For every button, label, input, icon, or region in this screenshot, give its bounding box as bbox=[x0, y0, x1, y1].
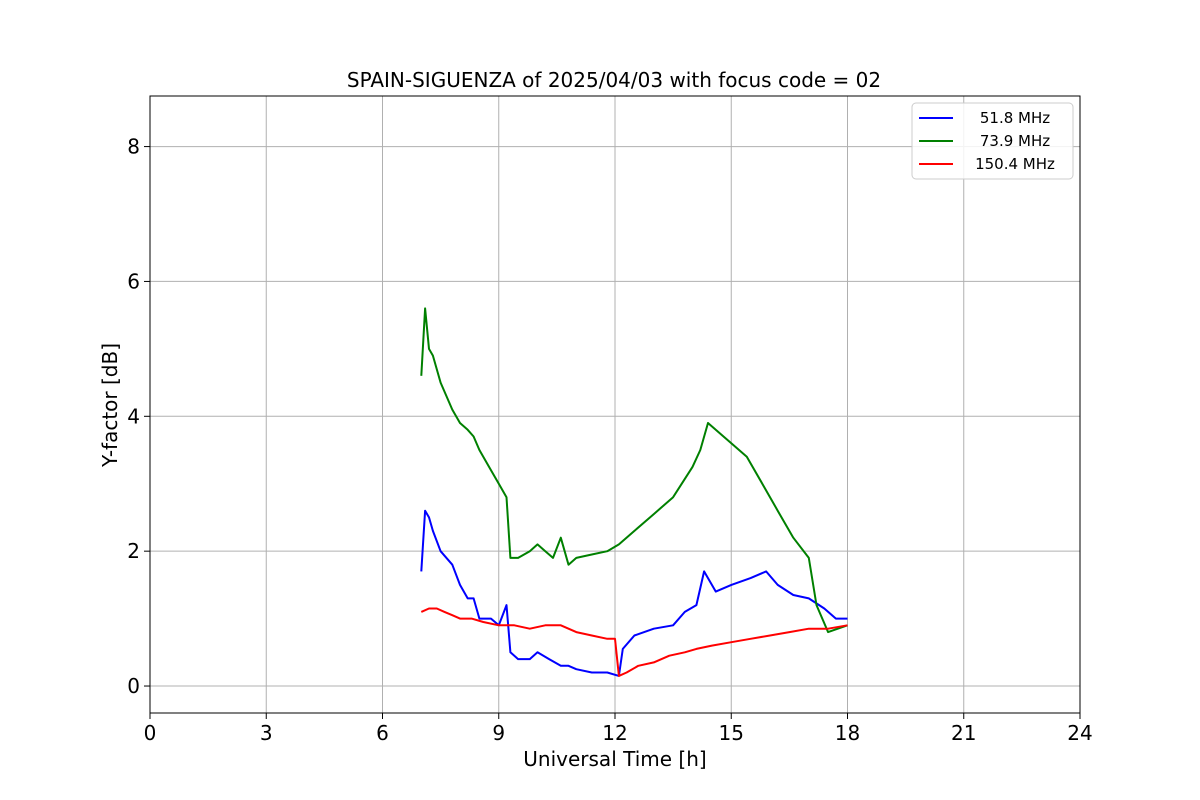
x-axis-label: Universal Time [h] bbox=[523, 747, 706, 771]
y-axis: 0 2 4 6 8 bbox=[127, 135, 150, 698]
y-tick-label: 4 bbox=[127, 404, 140, 428]
y-tick-label: 8 bbox=[127, 135, 140, 159]
y-tick-label: 2 bbox=[127, 539, 140, 563]
x-tick-label: 9 bbox=[492, 721, 505, 745]
x-tick-label: 21 bbox=[951, 721, 976, 745]
legend: 51.8 MHz 73.9 MHz 150.4 MHz bbox=[911, 102, 1074, 180]
x-tick-label: 12 bbox=[602, 721, 627, 745]
x-tick-label: 18 bbox=[835, 721, 860, 745]
series-line-2 bbox=[420, 607, 848, 677]
y-tick-label: 6 bbox=[127, 269, 140, 293]
x-tick-label: 24 bbox=[1067, 721, 1092, 745]
legend-label-0: 51.8 MHz bbox=[980, 109, 1050, 127]
chart-title: SPAIN-SIGUENZA of 2025/04/03 with focus … bbox=[347, 68, 881, 92]
legend-label-1: 73.9 MHz bbox=[980, 132, 1050, 150]
x-tick-label: 6 bbox=[376, 721, 389, 745]
x-tick-label: 0 bbox=[144, 721, 157, 745]
legend-box bbox=[911, 102, 1074, 180]
y-axis-label: Y-factor [dB] bbox=[98, 343, 122, 468]
x-tick-label: 15 bbox=[719, 721, 744, 745]
series-line-1 bbox=[420, 307, 848, 634]
plot-area bbox=[420, 307, 848, 677]
y-tick-label: 0 bbox=[127, 674, 140, 698]
x-tick-label: 3 bbox=[260, 721, 273, 745]
x-axis: 0 3 6 9 12 15 18 21 24 bbox=[144, 713, 1093, 745]
legend-label-2: 150.4 MHz bbox=[975, 155, 1055, 173]
series-line-0 bbox=[420, 509, 848, 677]
